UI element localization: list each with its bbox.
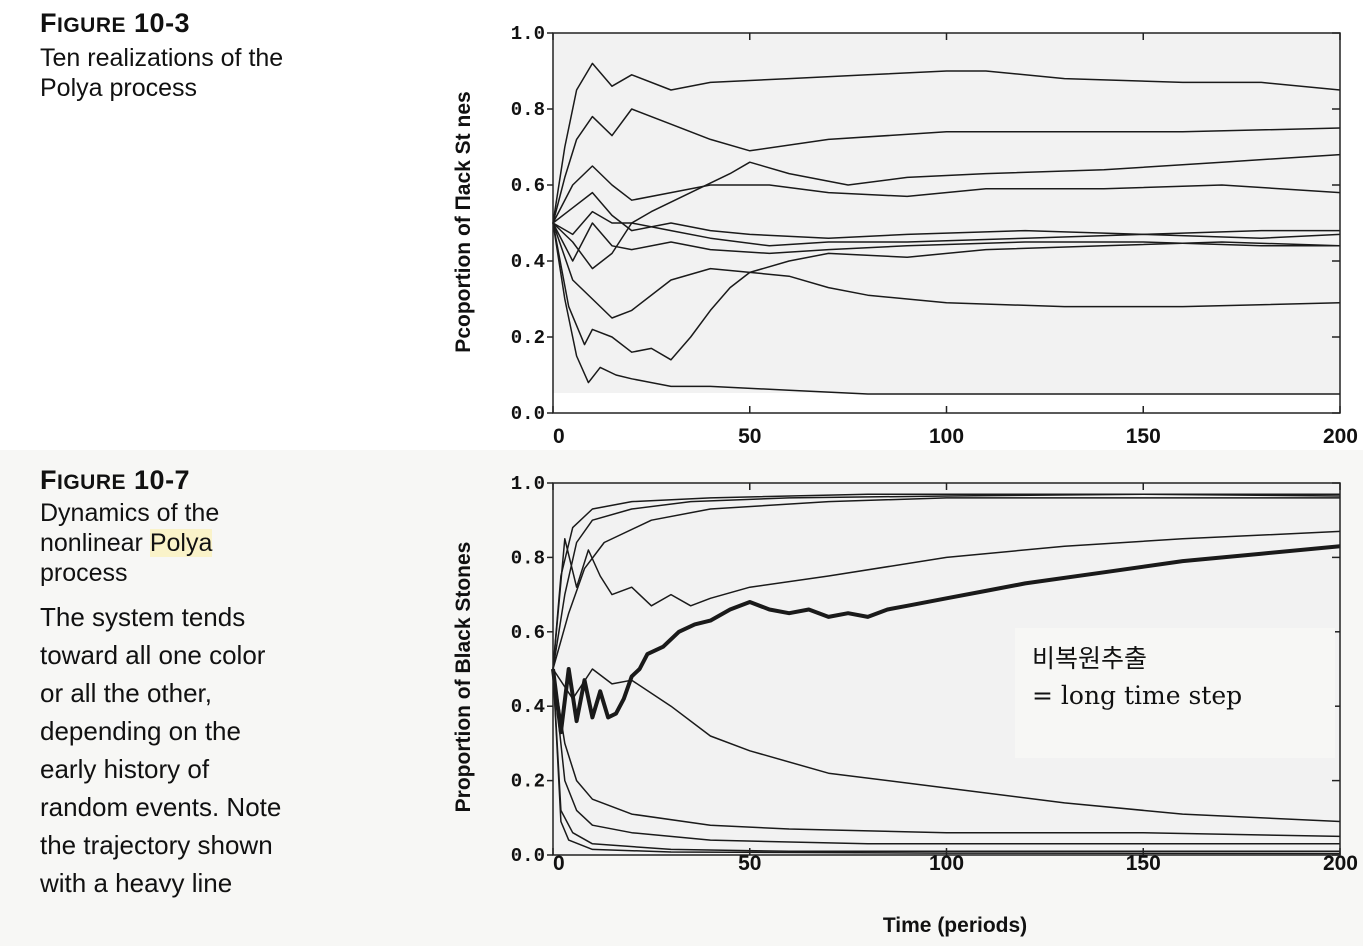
annotation-line-2: = long time step <box>1032 681 1242 710</box>
series-line-1-6 <box>552 210 1341 247</box>
y-tick-label-2-4: 0.8 <box>511 547 545 569</box>
y-tick-label-2-5: 1.0 <box>511 473 545 495</box>
y-tick-label-2-1: 0.2 <box>511 771 545 793</box>
series-line-1-7 <box>552 222 1340 262</box>
series-line-1-10 <box>552 222 1340 395</box>
x-tick-label-2-0: 0 <box>553 852 565 875</box>
x-tick-label-1-0: 0 <box>553 425 565 448</box>
series-line-2-3 <box>552 497 1340 670</box>
y-axis-label-1: Pcoportion of Πack St nes <box>452 91 475 352</box>
x-tick-label-2-4: 200 <box>1323 852 1358 875</box>
series-group-2 <box>551 493 1341 855</box>
series-line-1-3 <box>552 153 1341 270</box>
series-line-1-4 <box>552 165 1341 224</box>
y-tick-label-2-3: 0.6 <box>511 622 545 644</box>
x-tick-label-1-1: 50 <box>738 425 761 448</box>
series-line-1-9 <box>552 222 1341 361</box>
y-tick-label-1-4: 0.8 <box>511 99 545 121</box>
y-tick-label-2-2: 0.4 <box>511 696 545 718</box>
x-tick-label-2-2: 100 <box>929 852 964 875</box>
y-ticks-1: 0.0 0.2 0.4 0.6 0.8 1.0 <box>511 23 1340 425</box>
series-line-2-2 <box>552 493 1341 670</box>
figure-10-3-number: FIGURE 10-3 <box>40 8 191 38</box>
series-line-2-6 <box>552 668 1341 823</box>
series-line-2-7 <box>552 668 1341 838</box>
x-ticks-2: 0 50 100 150 200 <box>552 483 1358 875</box>
annotation-box <box>1015 628 1335 758</box>
y-ticks-2: 0.0 0.2 0.4 0.6 0.8 1.0 <box>511 473 1340 867</box>
plot-area-1 <box>553 33 1340 393</box>
y-tick-label-1-1: 0.2 <box>511 327 545 349</box>
y-axis-label-2: Proportion of Black Stones <box>452 542 475 813</box>
x-axis-title-2: Time (periods) <box>883 914 1027 937</box>
figure-10-7-number: FIGURE 10-7 <box>40 465 191 495</box>
figure-10-7-caption: FIGURE 10-7 Dynamics of the nonlinear Po… <box>40 465 290 902</box>
series-line-1-1 <box>552 62 1341 224</box>
series-group-1 <box>552 62 1341 395</box>
y-tick-label-2-0: 0.0 <box>511 845 545 867</box>
figure-10-3-caption-text: Ten realizations of the Polya process <box>40 44 284 102</box>
x-tick-label-1-4: 200 <box>1323 425 1358 448</box>
series-line-2-8 <box>552 668 1340 845</box>
figure-10-3-caption: FIGURE 10-3 Ten realizations of the Poly… <box>40 8 340 103</box>
annotation-line-1: 비복원추출 <box>1032 644 1147 673</box>
y-tick-label-1-0: 0.0 <box>511 403 545 425</box>
x-ticks-1: 0 50 100 150 200 <box>552 33 1358 448</box>
x-tick-label-1-3: 150 <box>1126 425 1161 448</box>
x-tick-label-2-1: 50 <box>738 852 761 875</box>
y-tick-label-1-3: 0.6 <box>511 175 545 197</box>
x-tick-label-2-3: 150 <box>1126 852 1161 875</box>
highlighted-word: Polya <box>149 529 213 557</box>
series-line-1-2 <box>552 108 1341 224</box>
series-line-2-9 <box>552 668 1340 853</box>
series-line-2-1 <box>552 493 1340 670</box>
y-tick-label-1-5: 1.0 <box>511 23 545 45</box>
chart-figure-10-3: 0.0 0.2 0.4 0.6 0.8 1.0 0 50 100 150 200 Pcoporti… <box>452 23 1358 448</box>
series-line-2-5 <box>551 544 1341 735</box>
series-line-1-5 <box>552 191 1340 239</box>
x-tick-label-1-2: 100 <box>929 425 964 448</box>
figure-10-7-caption-body: The system tends toward all one color or… <box>40 602 282 898</box>
figure-10-7-caption-title: Dynamics of the nonlinear Polya process <box>40 499 220 587</box>
series-line-2-4 <box>552 530 1341 670</box>
chart-figure-10-7: 0.0 0.2 0.4 0.6 0.8 1.0 0 50 100 150 200 Proporti… <box>452 473 1358 937</box>
y-tick-label-1-2: 0.4 <box>511 251 545 273</box>
